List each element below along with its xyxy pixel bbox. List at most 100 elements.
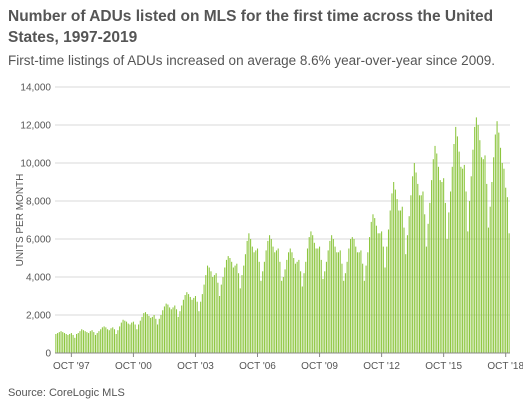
- bar: [412, 176, 414, 353]
- bar: [269, 235, 271, 353]
- bar: [369, 237, 371, 353]
- bar: [225, 259, 228, 353]
- bar: [356, 252, 359, 353]
- bar: [463, 164, 465, 353]
- bars: [55, 117, 510, 354]
- bar: [231, 261, 233, 353]
- bar: [194, 296, 196, 353]
- bar: [470, 176, 472, 353]
- bar: [122, 319, 124, 353]
- bar: [374, 218, 376, 353]
- bar: [355, 246, 357, 353]
- bar: [100, 329, 102, 353]
- bar: [189, 296, 191, 353]
- bar: [344, 273, 346, 353]
- bar: [310, 231, 312, 353]
- chart-title: Number of ADUs listed on MLS for the fir…: [8, 8, 494, 46]
- bar: [188, 294, 190, 353]
- bar: [213, 275, 215, 353]
- bar: [243, 265, 245, 353]
- bar: [481, 157, 483, 353]
- bar: [139, 320, 141, 353]
- bar: [331, 235, 333, 353]
- bar: [365, 265, 367, 353]
- bar: [89, 331, 91, 353]
- bar: [494, 134, 496, 353]
- bar: [115, 334, 117, 353]
- bar: [229, 258, 231, 353]
- bar: [346, 261, 348, 353]
- bar: [177, 316, 179, 353]
- bar: [296, 261, 298, 353]
- bar: [334, 246, 336, 353]
- bar: [158, 318, 160, 353]
- y-tick-label: 4,000: [26, 273, 51, 284]
- bar: [408, 216, 410, 353]
- x-tick-label: OCT '12: [363, 361, 400, 372]
- bar: [146, 314, 148, 353]
- bar: [193, 297, 195, 353]
- bar: [72, 334, 74, 353]
- bar: [70, 333, 72, 353]
- bar: [170, 309, 172, 353]
- bar: [319, 246, 321, 353]
- bar: [343, 280, 345, 353]
- bar: [322, 278, 324, 353]
- bar: [487, 227, 489, 353]
- bar: [107, 329, 109, 353]
- bar: [274, 252, 276, 353]
- bar: [153, 315, 155, 353]
- bar: [69, 334, 71, 353]
- bar: [350, 239, 352, 353]
- bar: [103, 326, 105, 353]
- bar: [427, 223, 429, 353]
- bar: [265, 250, 267, 353]
- bar: [282, 277, 284, 353]
- bar: [165, 303, 167, 353]
- bar: [162, 310, 164, 353]
- bar: [181, 305, 183, 353]
- bar: [74, 337, 76, 353]
- bar: [384, 267, 386, 353]
- bar: [308, 237, 310, 353]
- x-tick-label: OCT '06: [239, 361, 276, 372]
- bar: [105, 327, 107, 353]
- bar: [312, 235, 314, 353]
- bar: [175, 309, 178, 353]
- x-tick-label: OCT '00: [115, 361, 152, 372]
- bar: [236, 263, 238, 353]
- bar: [448, 212, 450, 353]
- bar: [387, 229, 390, 353]
- bar: [191, 299, 193, 353]
- bar: [381, 231, 383, 353]
- bar: [306, 248, 309, 353]
- bar: [444, 202, 446, 353]
- bar: [222, 277, 224, 353]
- x-tick-label: OCT '18: [487, 361, 523, 372]
- bar: [144, 312, 147, 353]
- bar: [81, 329, 83, 353]
- bar: [136, 329, 138, 353]
- bar: [150, 317, 152, 353]
- bar: [119, 326, 121, 353]
- bar: [88, 333, 90, 353]
- bar: [219, 296, 221, 353]
- bar: [167, 304, 169, 353]
- bar: [415, 172, 417, 353]
- bar: [270, 239, 272, 353]
- bar: [420, 195, 422, 353]
- bar: [479, 140, 481, 353]
- bar: [63, 333, 66, 353]
- bar: [113, 329, 115, 353]
- bar: [212, 277, 214, 353]
- bar: [293, 258, 295, 353]
- bar: [129, 324, 131, 353]
- bar: [258, 261, 260, 353]
- bar: [324, 271, 326, 353]
- bar: [125, 321, 128, 353]
- bar: [244, 254, 246, 353]
- bar: [286, 259, 288, 353]
- bar: [443, 178, 445, 353]
- bar: [508, 233, 510, 353]
